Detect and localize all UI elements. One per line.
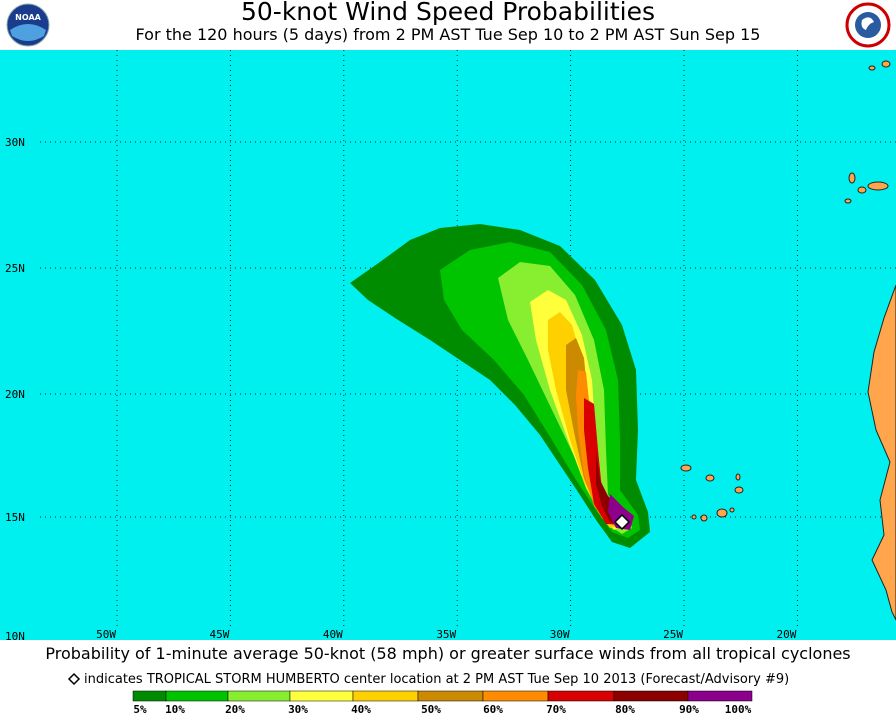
legend-swatch [289, 690, 354, 702]
legend-swatch [132, 690, 167, 702]
logo-swirl [861, 17, 874, 30]
island [691, 514, 697, 520]
legend-swatch [613, 690, 689, 702]
island [700, 514, 708, 522]
legend-label: 60% [483, 703, 503, 716]
legend-label: 90% [679, 703, 699, 716]
island [844, 198, 852, 204]
note: indicates TROPICAL STORM HUMBERTO center… [84, 672, 789, 687]
legend-label: 80% [615, 703, 635, 716]
noaa-logo: NOAA [6, 3, 50, 47]
island [857, 186, 867, 194]
graticule: 30N 25N 20N 15N 10N 50W 45W 40W 35W 30W 25W 20W [5, 50, 896, 643]
land [680, 60, 896, 621]
legend-swatch [227, 690, 291, 702]
legend-swatch [547, 690, 615, 702]
legend-swatch [352, 690, 419, 702]
lat-label: 25N [5, 262, 25, 275]
legend: 5% 10% 20% 30% 40% 50% 60% 70% 80% 90% 100% [132, 690, 753, 716]
lon-label: 25W [663, 628, 683, 641]
lat-label: 15N [5, 511, 25, 524]
island [735, 473, 741, 481]
island [867, 181, 889, 191]
legend-label: 100% [725, 703, 752, 716]
island [716, 508, 728, 518]
legend-swatch [165, 690, 229, 702]
lon-label: 50W [96, 628, 116, 641]
nws-logo [845, 2, 891, 48]
header-bg [0, 0, 896, 50]
lat-label: 30N [5, 136, 25, 149]
title: 50-knot Wind Speed Probabilities [241, 0, 655, 26]
lat-label: 10N [5, 630, 25, 643]
legend-swatch [482, 690, 549, 702]
lon-label: 40W [323, 628, 343, 641]
island [848, 172, 856, 184]
lon-label: 45W [210, 628, 230, 641]
legend-swatch [687, 690, 753, 702]
lon-label: 30W [550, 628, 570, 641]
storm-center-marker [613, 513, 631, 531]
subtitle: For the 120 hours (5 days) from 2 PM AST… [136, 25, 761, 44]
legend-label: 50% [421, 703, 441, 716]
caption: Probability of 1-minute average 50-knot … [45, 644, 850, 663]
island [734, 486, 744, 494]
island [680, 464, 692, 472]
lon-label: 20W [777, 628, 797, 641]
legend-label: 5% [133, 703, 147, 716]
lon-label: 35W [436, 628, 456, 641]
island [881, 60, 891, 68]
legend-swatch [417, 690, 484, 702]
island [705, 474, 715, 482]
lat-label: 20N [5, 388, 25, 401]
legend-label: 40% [351, 703, 371, 716]
contour [584, 398, 618, 524]
legend-label: 70% [546, 703, 566, 716]
probability-contours [350, 224, 650, 548]
legend-label: 30% [288, 703, 308, 716]
note-marker [67, 672, 81, 686]
africa-coast [867, 284, 896, 621]
island [729, 507, 735, 513]
legend-label: 20% [225, 703, 245, 716]
legend-label: 10% [165, 703, 185, 716]
island [868, 65, 876, 71]
logo-text: NOAA [15, 13, 41, 22]
logo-wave [10, 24, 46, 41]
